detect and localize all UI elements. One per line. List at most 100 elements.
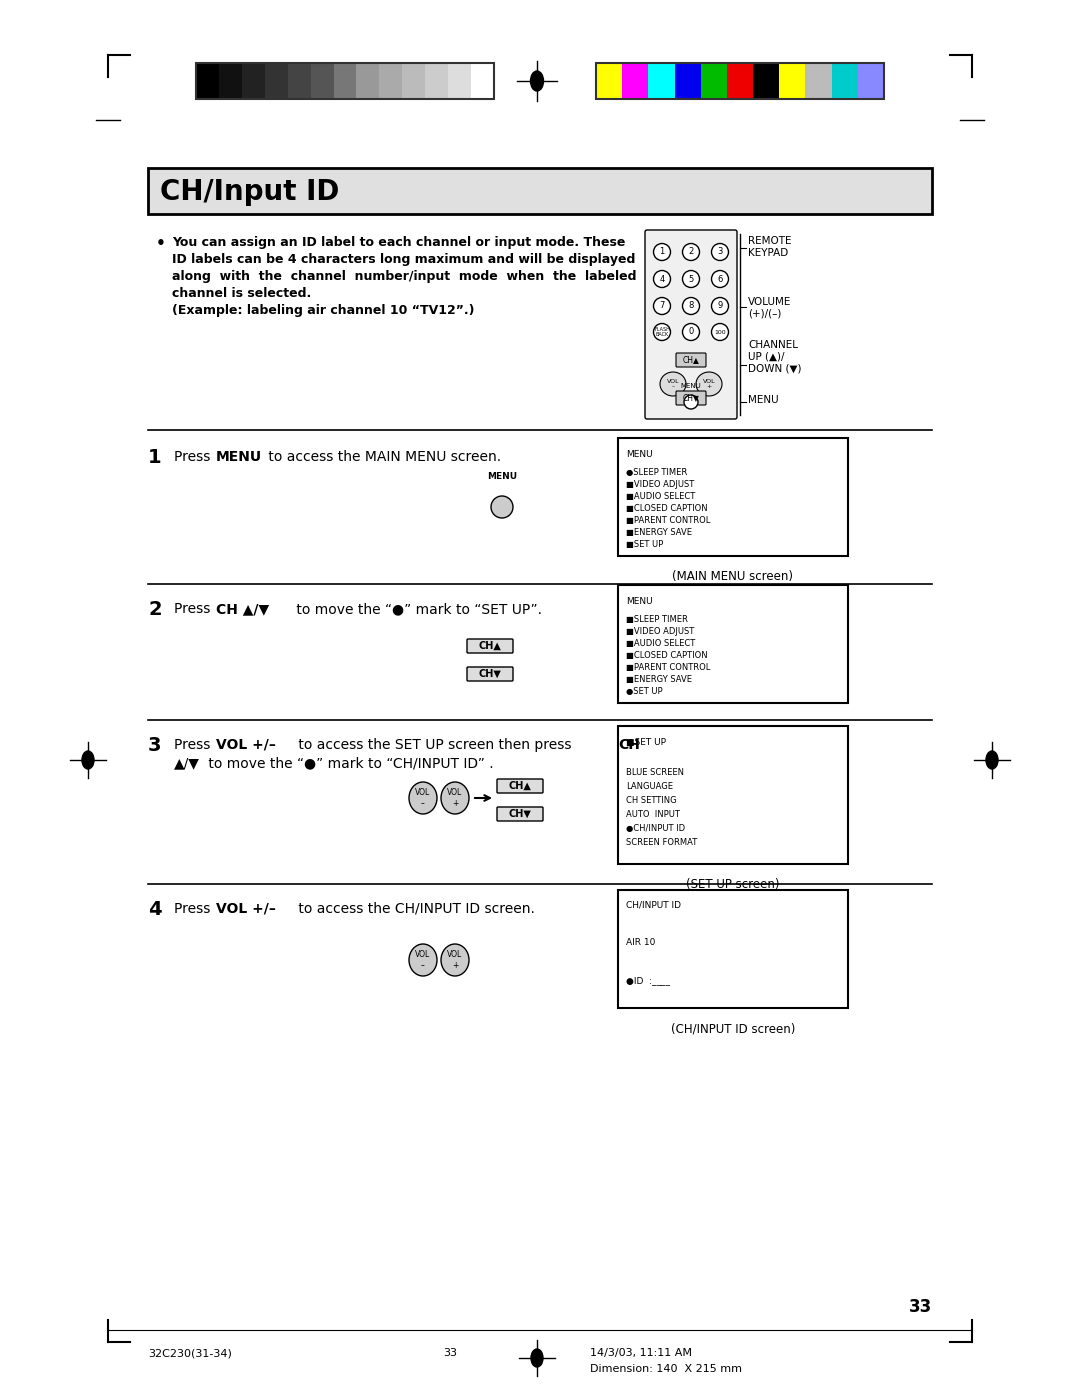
Bar [648,63,675,99]
Text: CH: CH [618,738,639,752]
Text: MENU: MENU [216,450,262,464]
Text: (Example: labeling air channel 10 “TV12”.): (Example: labeling air channel 10 “TV12”… [172,305,474,317]
Text: CH▼: CH▼ [683,394,700,402]
Text: AIR 10: AIR 10 [626,937,656,947]
Text: VOL
–: VOL – [416,788,431,807]
Circle shape [653,271,671,288]
Circle shape [683,271,700,288]
Bar [195,63,494,99]
Text: ■AUDIO SELECT: ■AUDIO SELECT [626,492,696,502]
Text: 1: 1 [148,448,162,467]
Bar [832,63,858,99]
Text: •: • [156,236,166,251]
Text: ■SET UP: ■SET UP [626,738,666,747]
Circle shape [712,324,729,341]
Ellipse shape [531,1350,543,1368]
FancyBboxPatch shape [676,391,706,405]
Ellipse shape [82,752,94,768]
Text: ●CH/INPUT ID: ●CH/INPUT ID [626,824,685,833]
Bar [471,63,494,99]
Text: ■AUDIO SELECT: ■AUDIO SELECT [626,638,696,648]
Text: 100: 100 [714,330,726,334]
Bar [265,63,287,99]
Text: ■ENERGY SAVE: ■ENERGY SAVE [626,528,692,536]
Text: 0: 0 [688,327,693,337]
Text: ■ENERGY SAVE: ■ENERGY SAVE [626,675,692,685]
Bar [618,585,848,703]
Text: ■SLEEP TIMER: ■SLEEP TIMER [626,615,688,624]
Text: ■PARENT CONTROL: ■PARENT CONTROL [626,515,711,525]
Text: CH/INPUT ID: CH/INPUT ID [626,900,681,909]
Circle shape [491,496,513,518]
Bar [219,63,242,99]
Bar [618,890,848,1009]
Bar [618,439,848,556]
Ellipse shape [530,71,543,91]
Text: ■CLOSED CAPTION: ■CLOSED CAPTION [626,651,707,659]
Bar [287,63,311,99]
Text: ●SET UP: ●SET UP [626,687,663,696]
Text: VOL
–: VOL – [416,950,431,970]
FancyBboxPatch shape [467,638,513,652]
Text: 4: 4 [660,274,664,284]
FancyBboxPatch shape [645,231,737,419]
Text: VOL +/–: VOL +/– [216,902,275,916]
Text: to move the “●” mark to “SET UP”.: to move the “●” mark to “SET UP”. [292,602,542,616]
Circle shape [712,243,729,260]
Text: CH/Input ID: CH/Input ID [160,177,339,205]
FancyBboxPatch shape [467,666,513,680]
Text: Dimension: 140  X 215 mm: Dimension: 140 X 215 mm [590,1363,742,1375]
Text: 3: 3 [148,736,162,754]
Circle shape [683,324,700,341]
Text: along  with  the  channel  number/input  mode  when  the  labeled: along with the channel number/input mode… [172,270,636,284]
Text: VOL
+: VOL + [447,788,462,807]
Bar [596,63,885,99]
FancyBboxPatch shape [497,807,543,821]
Bar [622,63,648,99]
Text: 6: 6 [717,274,723,284]
Text: Press: Press [174,902,215,916]
Text: CH▼: CH▼ [478,669,501,679]
Text: MENU: MENU [626,450,652,460]
Text: CH▲: CH▲ [683,355,700,365]
Text: VOLUME
(+)/(–): VOLUME (+)/(–) [748,298,792,319]
Bar [806,63,832,99]
Text: to access the MAIN MENU screen.: to access the MAIN MENU screen. [264,450,501,464]
Text: AUTO  INPUT: AUTO INPUT [626,810,680,819]
Text: 9: 9 [717,302,723,310]
Bar [242,63,265,99]
Ellipse shape [409,944,437,977]
Bar [780,63,806,99]
Circle shape [712,298,729,314]
Ellipse shape [441,944,469,977]
Bar [596,63,622,99]
Text: REMOTE
KEYPAD: REMOTE KEYPAD [748,236,792,257]
Text: channel is selected.: channel is selected. [172,286,311,300]
Bar [701,63,727,99]
Text: 32C230(31-34): 32C230(31-34) [148,1348,232,1358]
Bar [403,63,426,99]
Text: MENU: MENU [626,597,652,606]
Text: ID labels can be 4 characters long maximum and will be displayed: ID labels can be 4 characters long maxim… [172,253,635,265]
Bar [448,63,471,99]
Circle shape [683,298,700,314]
Circle shape [653,298,671,314]
Text: VOL
+: VOL + [703,379,715,390]
FancyBboxPatch shape [497,780,543,793]
Text: 14/3/03, 11:11 AM: 14/3/03, 11:11 AM [590,1348,692,1358]
Bar [426,63,448,99]
FancyBboxPatch shape [676,353,706,367]
Bar [195,63,219,99]
Circle shape [653,324,671,341]
Text: MENU: MENU [680,383,701,388]
Text: to move the “●” mark to “CH/INPUT ID” .: to move the “●” mark to “CH/INPUT ID” . [204,756,494,770]
Text: Press: Press [174,738,215,752]
Circle shape [683,243,700,260]
Text: (MAIN MENU screen): (MAIN MENU screen) [673,570,794,583]
Text: CHANNEL
UP (▲)/
DOWN (▼): CHANNEL UP (▲)/ DOWN (▼) [748,339,801,373]
Text: ▲/▼: ▲/▼ [174,756,200,770]
Text: ■SET UP: ■SET UP [626,541,663,549]
Text: FLASH
BACK: FLASH BACK [654,327,670,338]
Text: Press: Press [174,450,215,464]
Text: 8: 8 [688,302,693,310]
